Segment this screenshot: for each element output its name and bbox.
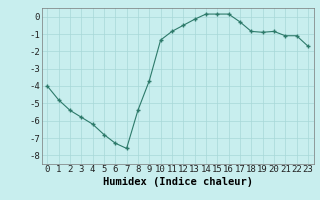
X-axis label: Humidex (Indice chaleur): Humidex (Indice chaleur) bbox=[103, 177, 252, 187]
